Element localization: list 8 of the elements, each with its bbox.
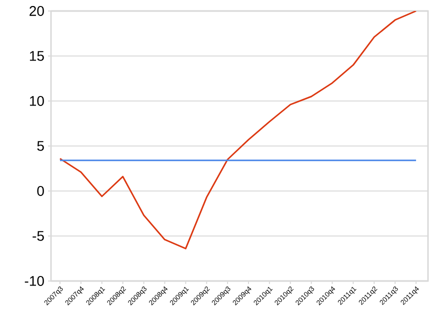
line-series: [59, 10, 417, 250]
y-tick-label: 15: [30, 51, 44, 61]
y-tick-label: 5: [37, 141, 44, 151]
y-tick-label: -10: [24, 276, 44, 286]
y-tick-label: -5: [32, 231, 44, 241]
y-tick-label: 20: [30, 6, 44, 16]
y-tick-label: 0: [37, 186, 44, 196]
y-tick-label: 10: [30, 96, 44, 106]
